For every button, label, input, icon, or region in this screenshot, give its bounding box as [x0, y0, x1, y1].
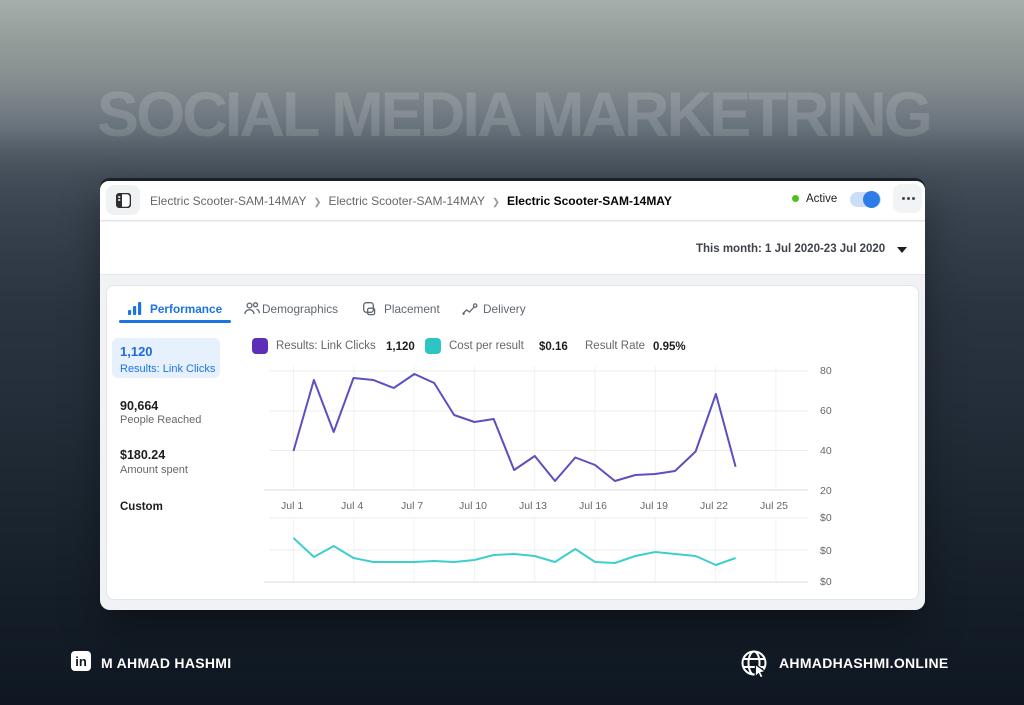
svg-text:in: in [75, 654, 87, 669]
